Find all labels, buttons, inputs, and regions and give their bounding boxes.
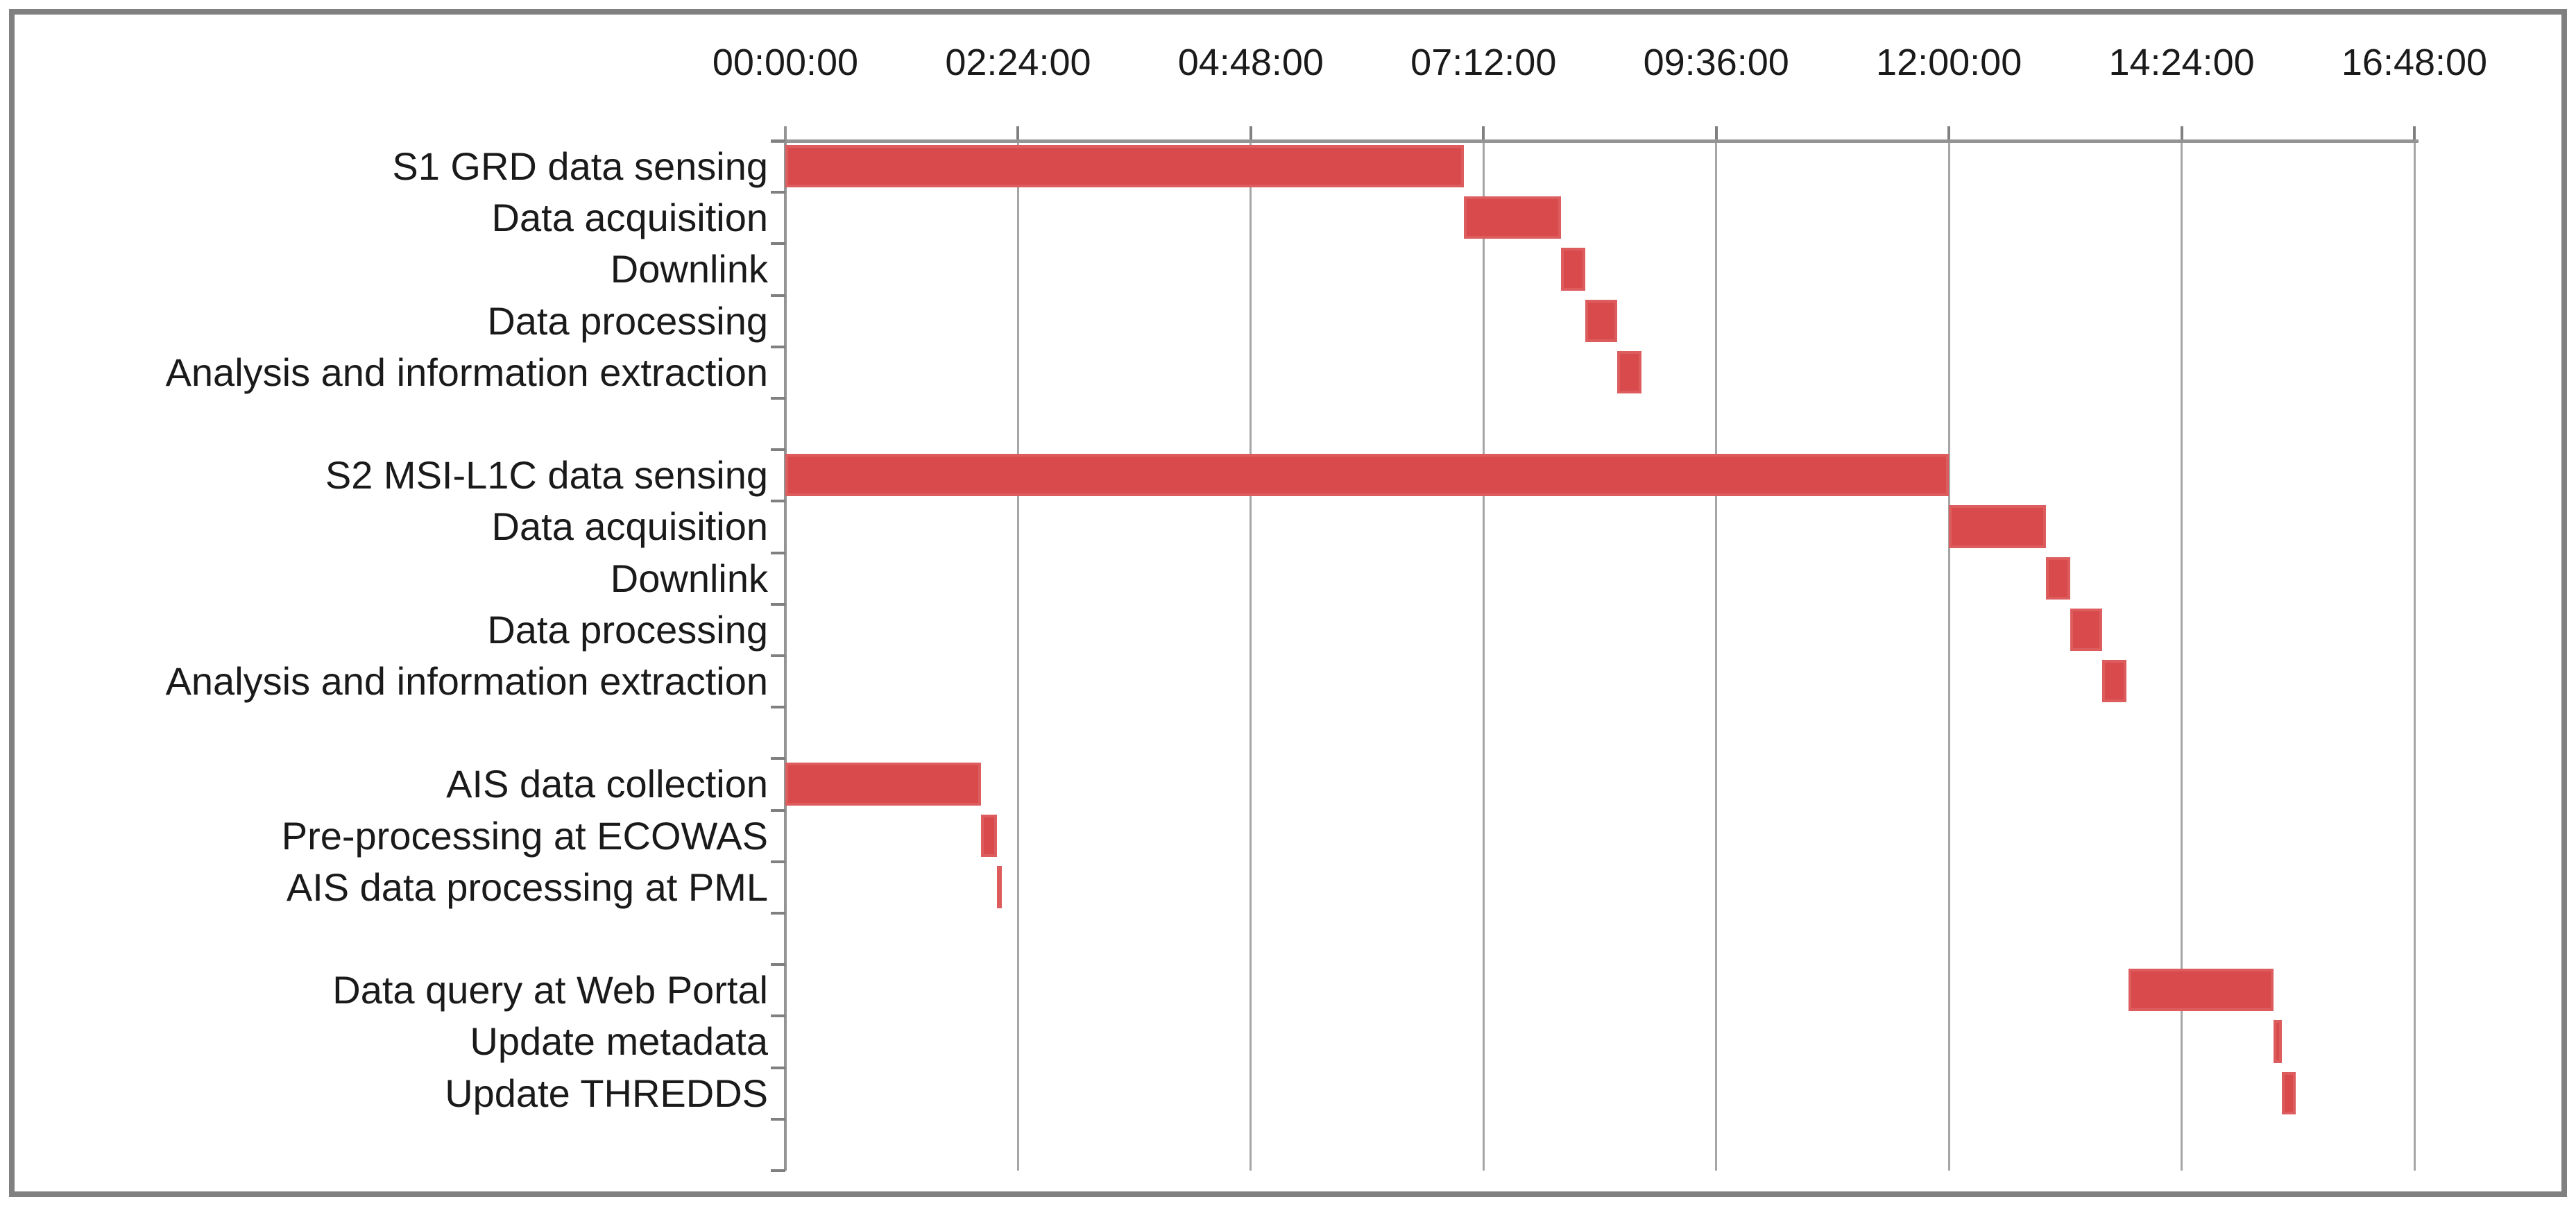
x-axis-tick — [1947, 126, 1951, 141]
x-axis-tick-label: 07:12:00 — [1410, 42, 1557, 83]
x-axis-tick — [1249, 126, 1252, 141]
y-axis-tick — [771, 448, 785, 452]
y-axis-tick — [771, 1066, 785, 1069]
gantt-bar — [1949, 505, 2046, 548]
x-axis-tick-label: 14:24:00 — [2108, 42, 2255, 83]
gantt-bar — [2045, 557, 2070, 600]
category-label: S1 GRD data sensing — [392, 144, 768, 188]
category-label: Downlink — [610, 247, 768, 291]
gantt-bar — [2274, 1020, 2282, 1063]
y-axis-tick — [771, 500, 785, 503]
gantt-bar — [2128, 969, 2274, 1012]
gantt-bar — [785, 454, 1950, 497]
gantt-bar — [1464, 196, 1562, 239]
gantt-bar — [1617, 350, 1642, 393]
gridline — [1249, 141, 1252, 1171]
y-axis-tick — [771, 345, 785, 348]
y-axis-tick — [771, 1014, 785, 1018]
y-axis-tick — [771, 294, 785, 297]
y-axis-tick — [771, 242, 785, 246]
y-axis-tick — [771, 191, 785, 194]
y-axis-tick — [771, 1169, 785, 1172]
x-axis-tick — [2413, 126, 2416, 141]
y-axis-tick — [771, 1117, 785, 1121]
y-axis-tick — [771, 808, 785, 812]
gantt-bar — [785, 145, 1465, 188]
category-label: AIS data processing at PML — [286, 865, 768, 909]
gantt-bar — [2281, 1071, 2296, 1114]
gantt-bar — [2070, 608, 2102, 651]
y-axis-line — [784, 126, 787, 1171]
category-label: Data acquisition — [491, 196, 768, 240]
gantt-bar — [981, 814, 997, 857]
category-label: Update THREDDS — [445, 1071, 768, 1115]
category-label: Data query at Web Portal — [332, 968, 768, 1012]
y-axis-tick — [771, 139, 785, 142]
x-axis-tick-label: 02:24:00 — [945, 42, 1091, 83]
gantt-bar — [996, 865, 1002, 908]
category-label: Downlink — [610, 556, 768, 600]
category-label: AIS data collection — [446, 762, 768, 806]
x-axis-tick-label: 16:48:00 — [2341, 42, 2488, 83]
category-label: Data processing — [487, 298, 768, 343]
x-axis-tick-label: 09:36:00 — [1643, 42, 1789, 83]
y-axis-tick — [771, 912, 785, 915]
x-axis-tick — [1714, 126, 1718, 141]
gantt-bar — [785, 763, 982, 806]
gridline — [1482, 141, 1485, 1171]
x-axis-tick-label: 04:48:00 — [1177, 42, 1324, 83]
category-label: S2 MSI-L1C data sensing — [325, 453, 768, 498]
x-axis-tick-label: 12:00:00 — [1876, 42, 2022, 83]
x-axis-line — [771, 139, 2419, 143]
y-axis-tick — [771, 706, 785, 709]
gantt-bar — [2101, 660, 2126, 703]
category-label: Update metadata — [470, 1019, 768, 1064]
x-axis-tick — [2180, 126, 2183, 141]
gantt-bar — [1561, 248, 1586, 291]
y-axis-tick — [771, 551, 785, 554]
gridline — [1715, 141, 1718, 1171]
category-label: Analysis and information extraction — [165, 350, 768, 394]
x-axis-tick — [1016, 126, 1020, 141]
x-axis-tick — [1482, 126, 1485, 141]
y-axis-tick — [771, 654, 785, 657]
gridline — [2181, 141, 2183, 1171]
gridline — [2413, 141, 2416, 1171]
category-label: Data processing — [487, 607, 768, 652]
y-axis-tick — [771, 860, 785, 863]
gridline — [1016, 141, 1019, 1171]
y-axis-tick — [771, 397, 785, 400]
category-label: Analysis and information extraction — [165, 659, 768, 703]
category-label: Pre-processing at ECOWAS — [281, 813, 768, 858]
figure-border — [9, 9, 2567, 1197]
y-axis-tick — [771, 757, 785, 761]
category-label: Data acquisition — [491, 504, 768, 549]
gantt-bar — [1585, 299, 1618, 342]
x-axis-tick-label: 00:00:00 — [712, 42, 859, 83]
y-axis-tick — [771, 963, 785, 967]
y-axis-tick — [771, 602, 785, 606]
gridline — [1947, 141, 1950, 1171]
